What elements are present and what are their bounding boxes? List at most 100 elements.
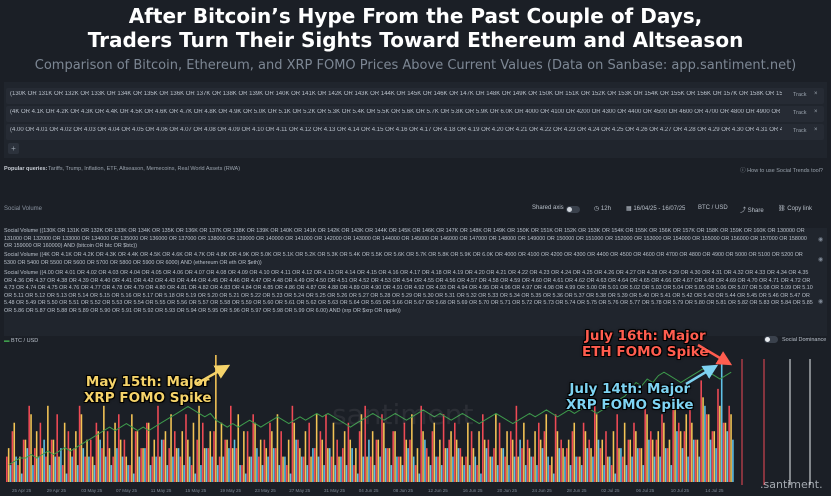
xrp-bar xyxy=(567,439,570,482)
track-button[interactable]: Track xyxy=(793,128,807,134)
btc-bar xyxy=(95,422,98,482)
xrp-bar xyxy=(131,414,133,482)
btc-bar xyxy=(302,456,305,482)
eth-bar xyxy=(435,456,437,482)
x-tick-label: 06 Jul 25 xyxy=(636,488,655,493)
xrp-bar xyxy=(534,431,536,482)
popular-queries-list[interactable]: Tariffs, Trump, Inflation, ETF, Altseaso… xyxy=(48,166,241,172)
eth-bar xyxy=(194,473,197,482)
btc-bar xyxy=(224,439,226,482)
date-range-selector[interactable]: ▦ 16/04/25 - 16/07/25 xyxy=(626,205,685,212)
shared-axis-toggle[interactable] xyxy=(566,206,580,213)
track-button[interactable]: Track xyxy=(793,92,807,98)
btc-bar xyxy=(263,439,266,482)
btc-bar xyxy=(246,431,249,482)
xrp-bar xyxy=(181,431,184,482)
btc-bar xyxy=(375,439,378,482)
btc-bar xyxy=(56,414,58,482)
btc-bar xyxy=(6,456,8,482)
btc-bar xyxy=(112,456,114,482)
btc-bar xyxy=(566,448,568,482)
add-query-button[interactable]: + xyxy=(8,143,19,154)
xrp-bar xyxy=(164,431,167,482)
eth-bar xyxy=(547,456,549,482)
social-dominance-label: Social Dominance xyxy=(782,337,827,343)
social-volume-list: Social Volume ((130K OR 131K OR 132K OR … xyxy=(4,228,827,336)
social-volume-header: Social Volume Shared axis ◷ 12h ▦ 16/04/… xyxy=(4,204,827,216)
eth-bar xyxy=(452,456,454,482)
annotation-xrp-july-text: July 14th: Major XRP FOMO Spike xyxy=(566,381,694,413)
social-volume-entry[interactable]: Social Volume ((4.00 OR 4.01 OR 4.02 OR … xyxy=(4,270,813,314)
eth-bar xyxy=(732,439,734,482)
track-button[interactable]: Track xyxy=(793,110,807,116)
eth-bar xyxy=(138,456,141,482)
eth-bar xyxy=(496,465,499,482)
pair-selector[interactable]: BTC / USD xyxy=(698,205,728,211)
btc-bar xyxy=(543,431,546,482)
xrp-bar xyxy=(209,431,212,482)
eth-bar xyxy=(362,456,365,482)
btc-bar xyxy=(532,456,534,482)
btc-bar xyxy=(633,422,635,482)
btc-bar xyxy=(549,465,551,482)
xrp-bar xyxy=(422,431,424,482)
query-row[interactable]: (4.00 OR 4.01 OR 4.02 OR 4.03 OR 4.04 OR… xyxy=(6,124,824,140)
eth-bar xyxy=(519,439,521,482)
query-row[interactable]: (130K OR 131K OR 132K OR 133K OR 134K OR… xyxy=(6,88,824,104)
xrp-bar xyxy=(265,448,268,482)
social-dominance-toggle[interactable] xyxy=(764,336,778,343)
xrp-bar xyxy=(86,439,88,482)
eye-icon[interactable]: ◉ xyxy=(818,299,824,305)
btc-bar xyxy=(202,422,204,482)
xrp-bar xyxy=(136,431,139,482)
eth-bar xyxy=(116,448,118,482)
eye-icon[interactable]: ◉ xyxy=(818,237,824,243)
query-text[interactable]: (130K OR 131K OR 132K OR 133K OR 134K OR… xyxy=(10,91,782,97)
xrp-bar xyxy=(371,431,374,482)
xrp-bar xyxy=(607,456,609,482)
btc-bar xyxy=(353,465,355,482)
xrp-bar xyxy=(287,439,290,482)
xrp-bar xyxy=(63,422,66,482)
eth-bar xyxy=(720,363,723,482)
eth-bar xyxy=(608,456,611,482)
howto-link[interactable]: ⓘ How to use Social Trends tool? xyxy=(740,166,823,174)
xrp-bar xyxy=(601,439,604,482)
howto-link-label: How to use Social Trends tool? xyxy=(747,168,823,174)
xrp-bar xyxy=(612,431,615,482)
share-button[interactable]: ⤴ Share xyxy=(740,205,764,214)
query-text[interactable]: (4.00 OR 4.01 OR 4.02 OR 4.03 OR 4.04 OR… xyxy=(10,127,782,133)
close-icon[interactable]: × xyxy=(814,91,818,97)
btc-bar xyxy=(554,414,557,482)
eth-bar xyxy=(620,448,622,482)
annotation-eth-july: July 16th: Major ETH FOMO Spike xyxy=(582,328,709,360)
btc-bar xyxy=(717,388,719,482)
calendar-icon: ▦ xyxy=(626,206,634,212)
btc-bar xyxy=(722,422,725,482)
xrp-bar xyxy=(472,448,475,482)
btc-bar xyxy=(386,448,389,482)
query-row[interactable]: (4K OR 4.1K OR 4.2K OR 4.3K OR 4.4K OR 4… xyxy=(6,106,824,122)
eye-icon[interactable]: ◉ xyxy=(818,257,824,263)
xrp-bar xyxy=(523,422,525,482)
close-icon[interactable]: × xyxy=(814,127,818,133)
query-text[interactable]: (4K OR 4.1K OR 4.2K OR 4.3K OR 4.4K OR 4… xyxy=(10,109,782,115)
social-volume-entry[interactable]: Social Volume ((130K OR 131K OR 132K OR … xyxy=(4,228,807,250)
xrp-bar xyxy=(573,422,576,482)
btc-bar xyxy=(50,439,53,482)
btc-bar xyxy=(515,405,518,482)
btc-bar xyxy=(370,456,372,482)
social-volume-entry[interactable]: Social Volume ((4K OR 4.1K OR 4.2K OR 4.… xyxy=(4,252,803,266)
xrp-bar xyxy=(304,431,307,482)
btc-bar xyxy=(678,422,680,482)
copy-link-button[interactable]: ⛓ Copy link xyxy=(778,205,812,212)
close-icon[interactable]: × xyxy=(814,109,818,115)
eth-bar xyxy=(653,456,656,482)
btc-bar xyxy=(470,431,473,482)
btc-bar xyxy=(297,439,299,482)
eth-bar xyxy=(48,465,51,482)
xrp-bar xyxy=(506,431,508,482)
xrp-bar xyxy=(545,414,548,482)
xrp-bar xyxy=(7,448,10,482)
interval-selector[interactable]: ◷ 12h xyxy=(594,205,611,212)
